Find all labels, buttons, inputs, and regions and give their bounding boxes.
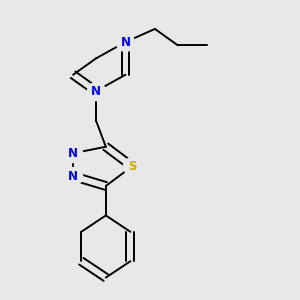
Text: N: N: [91, 85, 101, 98]
Text: S: S: [128, 160, 136, 173]
Text: N: N: [68, 170, 78, 183]
Text: N: N: [121, 35, 130, 49]
Text: N: N: [68, 147, 78, 160]
